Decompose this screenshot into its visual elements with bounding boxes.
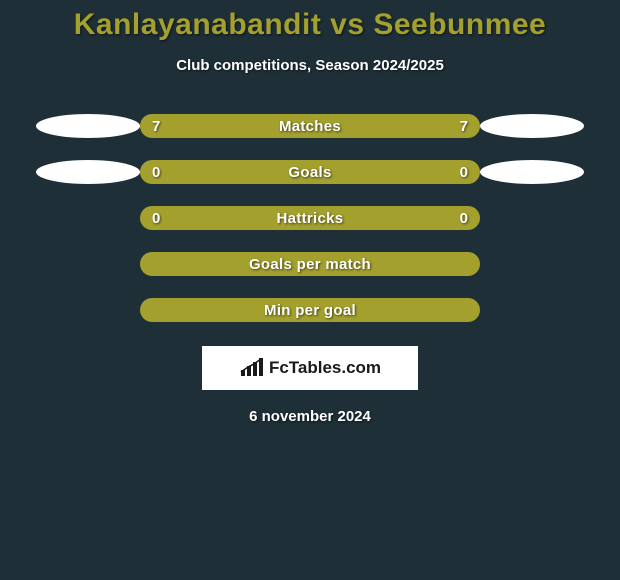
stat-label: Matches xyxy=(279,118,341,135)
stat-label: Min per goal xyxy=(264,302,356,319)
stat-bar: 0 Goals 0 xyxy=(140,160,480,184)
stat-value-left: 0 xyxy=(152,210,160,227)
badge-slot-right xyxy=(480,160,590,184)
comparison-infographic: Kanlayanabandit vs Seebunmee Club compet… xyxy=(0,0,620,425)
player-badge-right xyxy=(480,114,584,138)
stat-bar: Min per goal xyxy=(140,298,480,322)
stat-bar: 0 Hattricks 0 xyxy=(140,206,480,230)
stat-label: Goals xyxy=(288,164,331,181)
stat-value-left: 0 xyxy=(152,164,160,181)
stat-bar: Goals per match xyxy=(140,252,480,276)
date-text: 6 november 2024 xyxy=(0,408,620,425)
stat-row: Goals per match xyxy=(0,252,620,276)
badge-slot-left xyxy=(30,114,140,138)
stat-value-right: 7 xyxy=(460,118,468,135)
stat-rows: 7 Matches 7 0 Goals 0 0 Hattricks 0 Goals per mat… xyxy=(0,114,620,322)
stat-label: Hattricks xyxy=(277,210,344,227)
page-title: Kanlayanabandit vs Seebunmee xyxy=(0,8,620,42)
stat-row: Min per goal xyxy=(0,298,620,322)
badge-slot-right xyxy=(480,114,590,138)
brand-text: FcTables.com xyxy=(269,358,381,378)
brand-box: FcTables.com xyxy=(202,346,418,390)
badge-slot-left xyxy=(30,160,140,184)
stat-row: 7 Matches 7 xyxy=(0,114,620,138)
stat-value-right: 0 xyxy=(460,210,468,227)
stat-row: 0 Hattricks 0 xyxy=(0,206,620,230)
stat-label: Goals per match xyxy=(249,256,371,273)
brand-chart-icon xyxy=(239,358,265,378)
player-badge-left xyxy=(36,160,140,184)
stat-bar: 7 Matches 7 xyxy=(140,114,480,138)
stat-row: 0 Goals 0 xyxy=(0,160,620,184)
player-badge-left xyxy=(36,114,140,138)
player-badge-right xyxy=(480,160,584,184)
subtitle: Club competitions, Season 2024/2025 xyxy=(0,57,620,74)
stat-value-left: 7 xyxy=(152,118,160,135)
stat-value-right: 0 xyxy=(460,164,468,181)
